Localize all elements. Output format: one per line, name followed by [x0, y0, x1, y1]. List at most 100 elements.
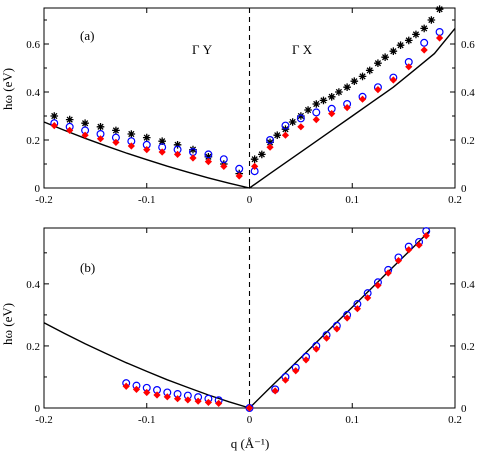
data-point-filled-diamond — [220, 162, 228, 170]
data-point-asterisk — [297, 112, 305, 120]
data-point-open-circle — [420, 38, 429, 47]
data-point-filled-diamond — [422, 232, 430, 240]
data-point-filled-diamond — [153, 391, 161, 399]
data-point-open-circle — [312, 108, 321, 117]
panel-a-label: (a) — [80, 28, 94, 43]
data-point-filled-diamond — [143, 388, 151, 397]
data-point-asterisk — [65, 115, 74, 124]
data-point-filled-diamond — [235, 172, 243, 180]
data-point-filled-diamond — [312, 345, 320, 353]
data-point-filled-diamond — [132, 385, 141, 393]
data-point-filled-diamond — [245, 404, 254, 412]
data-point-asterisk — [319, 96, 328, 105]
data-point-open-circle — [219, 155, 228, 164]
data-point-open-circle — [204, 150, 213, 159]
y-tick-label: 0.2 — [26, 135, 40, 147]
data-point-asterisk — [304, 106, 312, 114]
x-tick-label: 0 — [247, 414, 253, 426]
data-point-asterisk — [350, 77, 359, 85]
data-point-open-circle — [435, 28, 444, 37]
data-point-asterisk — [173, 141, 182, 149]
data-point-filled-diamond — [297, 123, 305, 131]
data-point-filled-diamond — [271, 387, 279, 395]
data-point-filled-diamond — [251, 162, 259, 170]
data-point-filled-diamond — [374, 86, 382, 94]
y-tick-label-right: 0.4 — [461, 87, 475, 99]
data-point-asterisk — [204, 153, 213, 161]
data-point-filled-diamond — [415, 241, 423, 249]
data-point-asterisk — [404, 36, 413, 45]
y-tick-label-right: 0 — [461, 403, 467, 415]
y-tick-label: 0.4 — [26, 279, 40, 291]
y-tick-label-right: 0.2 — [461, 341, 475, 353]
data-point-filled-diamond — [343, 104, 351, 112]
panel-b-ticks: -0.2 -0.1 0 0.1 0.20 00.2 0.20.4 0.4 — [26, 228, 475, 426]
data-point-asterisk — [112, 126, 120, 135]
data-point-filled-diamond — [215, 399, 223, 407]
data-point-asterisk — [435, 5, 444, 13]
data-point-filled-diamond — [405, 63, 413, 71]
data-point-filled-diamond — [435, 34, 444, 42]
data-point-filled-diamond — [112, 138, 120, 146]
data-point-asterisk — [427, 16, 436, 24]
data-point-asterisk — [266, 138, 274, 147]
data-point-asterisk — [365, 66, 374, 75]
data-point-asterisk — [96, 123, 105, 131]
x-tick-label: -0.2 — [35, 414, 52, 426]
data-point-asterisk — [81, 119, 89, 127]
data-point-filled-diamond — [173, 150, 182, 158]
data-point-filled-diamond — [420, 46, 428, 54]
panel-b-curve — [43, 230, 430, 409]
data-point-filled-diamond — [312, 116, 320, 124]
data-point-filled-diamond — [358, 95, 367, 103]
y-tick-label: 0.6 — [26, 39, 40, 51]
data-point-filled-diamond — [374, 281, 382, 290]
y-tick-label-right: 0.4 — [461, 279, 475, 291]
data-point-filled-diamond — [50, 122, 58, 130]
data-point-filled-diamond — [158, 148, 166, 156]
data-point-filled-diamond — [189, 154, 197, 162]
data-point-filled-diamond — [343, 314, 351, 322]
x-tick-label: 0.2 — [448, 414, 462, 426]
y-tick-label-right: 0.2 — [461, 135, 475, 147]
data-point-asterisk — [127, 130, 136, 138]
y-tick-label-right: 0.6 — [461, 39, 475, 51]
x-tick-label: 0.1 — [345, 194, 359, 206]
data-point-filled-diamond — [81, 131, 89, 139]
panel-b: (b) hω (eV) q (Å⁻¹) -0.2 -0.1 0 0.1 0.20 00.2… — [0, 227, 475, 451]
panel-a-curve — [43, 27, 456, 189]
data-point-filled-diamond — [66, 126, 74, 134]
region-label-gamma-y: Γ Y — [192, 42, 213, 57]
panel-a-ylabel: hω (eV) — [0, 68, 15, 110]
data-point-filled-diamond — [364, 294, 372, 302]
y-tick-label: 0.2 — [26, 341, 40, 353]
data-point-filled-diamond — [389, 76, 397, 84]
x-tick-label: 0.2 — [448, 194, 462, 206]
data-point-filled-diamond — [302, 356, 310, 364]
data-point-asterisk — [273, 131, 282, 139]
x-tick-label: 0.1 — [345, 414, 359, 426]
data-point-asterisk — [389, 47, 398, 55]
data-point-filled-diamond — [173, 395, 182, 403]
data-point-filled-diamond — [394, 256, 403, 265]
data-point-filled-diamond — [353, 305, 361, 313]
data-point-asterisk — [189, 145, 197, 154]
x-tick-label: 0 — [247, 194, 253, 206]
data-point-open-circle — [296, 114, 305, 123]
data-point-filled-diamond — [184, 396, 192, 404]
data-point-asterisk — [50, 112, 59, 120]
data-point-asterisk — [396, 41, 405, 49]
data-point-filled-diamond — [204, 398, 212, 407]
data-point-filled-diamond — [281, 376, 290, 384]
data-point-filled-diamond — [328, 110, 336, 118]
panel-b-markers — [122, 227, 431, 413]
panel-b-ylabel: hω (eV) — [0, 303, 15, 345]
panel-a-markers — [50, 5, 444, 180]
x-tick-label: -0.2 — [35, 194, 52, 206]
x-tick-label: -0.1 — [138, 414, 155, 426]
data-point-filled-diamond — [292, 367, 300, 375]
data-point-filled-diamond — [384, 269, 392, 277]
y-tick-label: 0 — [35, 183, 41, 195]
data-point-filled-diamond — [194, 397, 202, 405]
